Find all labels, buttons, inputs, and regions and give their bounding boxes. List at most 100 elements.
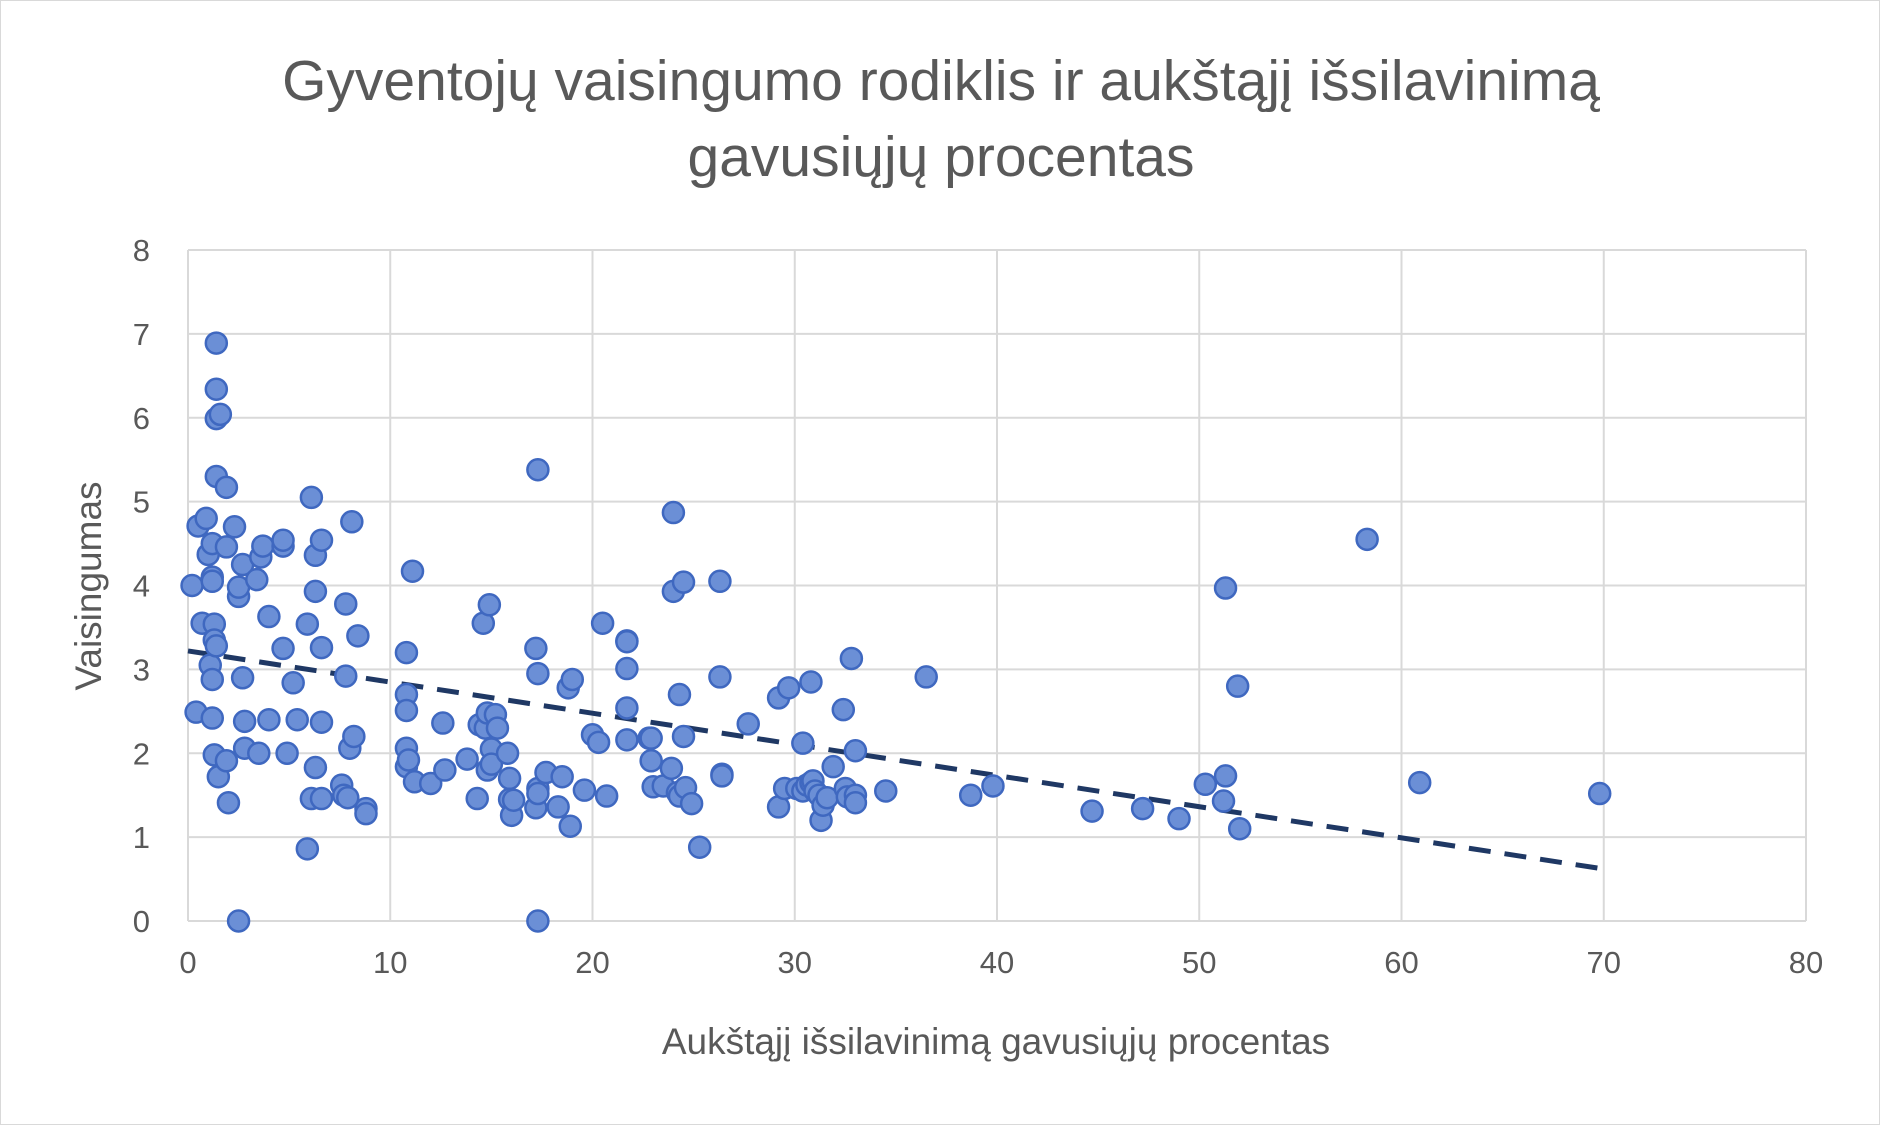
data-point [667, 682, 692, 707]
data-point [200, 706, 225, 730]
data-point [526, 458, 550, 482]
data-point [257, 604, 281, 629]
data-point [245, 567, 269, 592]
x-tick-label: 70 [1587, 945, 1621, 980]
data-point [204, 377, 229, 401]
data-point [671, 570, 696, 594]
data-point [309, 786, 334, 811]
data-point [671, 724, 696, 749]
data-point [200, 569, 225, 594]
data-point [524, 636, 548, 661]
data-point [354, 801, 378, 826]
data-point [843, 790, 868, 815]
y-tick-label: 5 [133, 485, 150, 520]
data-point [433, 758, 457, 782]
y-tick-label: 6 [133, 401, 150, 436]
x-tick-label: 80 [1789, 945, 1823, 980]
data-point [342, 724, 366, 749]
data-point [214, 749, 239, 773]
data-point [615, 656, 639, 681]
data-point [477, 593, 502, 617]
data-point [495, 741, 520, 765]
data-point [281, 671, 305, 695]
data-point [843, 738, 868, 763]
y-tick-label: 2 [133, 736, 150, 771]
data-point [615, 728, 639, 752]
data-point [394, 698, 419, 723]
y-tick-label: 0 [133, 904, 150, 939]
data-point [418, 771, 443, 796]
data-point [1080, 799, 1104, 823]
data-point [501, 788, 526, 812]
data-point [334, 592, 358, 616]
data-point [257, 707, 281, 732]
data-point [679, 791, 704, 816]
data-point [285, 707, 309, 732]
data-point [661, 500, 686, 525]
x-axis-title: Aukštąjį išsilavinimą gavusiųjų procenta… [662, 1021, 1330, 1062]
data-point [639, 726, 663, 750]
data-point [336, 785, 360, 810]
y-tick-label: 3 [133, 652, 150, 687]
y-axis-title: Vaisingumas [68, 481, 109, 690]
trendline-layer [187, 648, 1605, 872]
data-point [776, 676, 801, 700]
data-point [799, 670, 823, 694]
gridlines [187, 249, 1807, 922]
data-point [736, 712, 760, 736]
data-point [560, 667, 585, 692]
x-tick-label: 20 [575, 945, 609, 980]
data-point [639, 749, 663, 773]
data-point [1407, 770, 1432, 795]
tick-labels: 0 10 20 30 40 50 60 70 80 0 1 2 3 4 5 6 7 8 [133, 233, 1823, 980]
data-point [303, 579, 328, 604]
data-point [400, 559, 425, 583]
data-point [558, 814, 583, 838]
data-point [214, 535, 239, 559]
data-point [1587, 781, 1612, 806]
data-point [981, 774, 1005, 798]
data-point [1227, 816, 1252, 841]
y-tick-label: 4 [133, 569, 150, 604]
data-point [791, 731, 815, 755]
trendline [187, 648, 1605, 872]
data-point [526, 781, 550, 806]
data-point [550, 764, 574, 789]
data-point [710, 764, 734, 788]
data-point [594, 784, 619, 808]
data-point [396, 748, 421, 772]
data-point [874, 779, 898, 803]
data-point [1225, 674, 1250, 698]
data-point [831, 697, 856, 722]
data-point [204, 634, 229, 658]
data-point [659, 756, 684, 781]
x-tick-label: 30 [778, 945, 812, 980]
data-point [271, 636, 295, 661]
x-tick-label: 10 [373, 945, 407, 980]
y-tick-label: 8 [133, 233, 150, 268]
data-point [708, 569, 732, 594]
data-point [309, 635, 334, 660]
data-point [340, 510, 364, 534]
data-point [821, 754, 845, 779]
data-point [1213, 576, 1238, 600]
data-point [1167, 806, 1191, 831]
data-point [431, 711, 455, 735]
data-point [295, 837, 320, 861]
data-point [247, 741, 271, 765]
data-point [708, 665, 732, 689]
data-point [1213, 764, 1238, 788]
data-point [586, 730, 611, 755]
data-point [295, 612, 320, 636]
x-tick-label: 40 [980, 945, 1014, 980]
y-tick-label: 1 [133, 820, 150, 855]
data-point [214, 475, 239, 500]
data-point [1193, 772, 1218, 797]
x-tick-label: 50 [1182, 945, 1216, 980]
data-point [526, 909, 550, 933]
data-point [526, 661, 550, 686]
data-point [455, 747, 479, 771]
data-point [479, 752, 504, 776]
